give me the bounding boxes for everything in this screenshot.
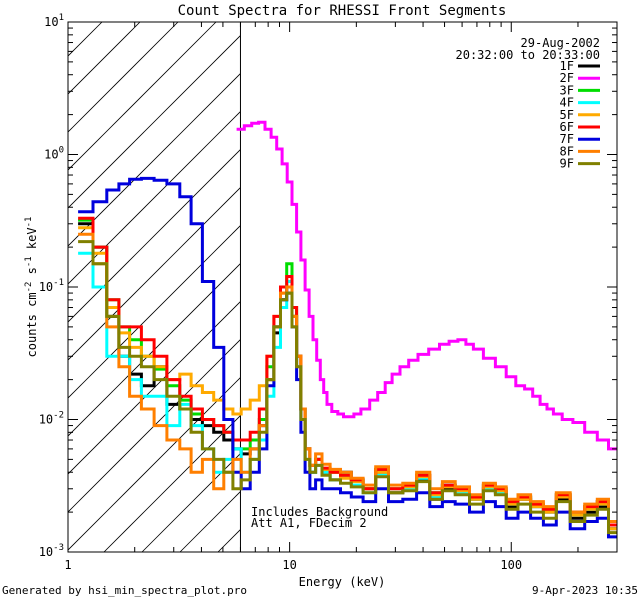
hatch-line xyxy=(68,262,241,437)
legend-label-2F: 2F xyxy=(560,71,574,85)
annotation-background: Includes Background xyxy=(251,505,388,519)
legend-label-4F: 4F xyxy=(560,96,574,110)
legend-label-7F: 7F xyxy=(560,132,574,146)
annotation-attenuator: Att A1, FDecim 2 xyxy=(251,516,367,530)
time-range-label: 20:32:00 to 20:33:00 xyxy=(456,48,601,62)
legend-label-8F: 8F xyxy=(560,144,574,158)
date-label: 29-Aug-2002 xyxy=(521,36,600,50)
series-line-8F xyxy=(78,232,617,523)
legend-label-3F: 3F xyxy=(560,83,574,97)
hatch-line xyxy=(68,376,241,551)
hatch-line xyxy=(68,22,217,171)
x-tick-label: 10 xyxy=(282,558,296,572)
hatch-line xyxy=(68,300,241,475)
y-tick-label: 100 xyxy=(44,146,64,162)
legend-label-5F: 5F xyxy=(560,108,574,122)
hatch-line xyxy=(68,72,241,247)
footer-generator: Generated by hsi_min_spectra_plot.pro xyxy=(2,584,247,597)
hatch-line xyxy=(68,224,241,399)
y-tick-label: 10-2 xyxy=(39,411,64,427)
hatch-line xyxy=(68,186,241,361)
series-line-9F xyxy=(78,240,617,535)
x-tick-label: 1 xyxy=(64,558,71,572)
x-tick-label: 100 xyxy=(500,558,522,572)
y-tick-label: 10-1 xyxy=(39,278,64,294)
hatch-line xyxy=(68,338,241,513)
hatch-line xyxy=(68,34,241,209)
x-axis-label: Energy (keV) xyxy=(299,575,386,589)
hatch-line xyxy=(68,22,179,133)
y-axis-label: counts cm-2 s-1 keV-1 xyxy=(24,217,39,358)
legend-label-9F: 9F xyxy=(560,157,574,171)
chart-title: Count Spectra for RHESSI Front Segments xyxy=(178,3,507,19)
footer-timestamp: 9-Apr-2023 10:35 xyxy=(532,584,638,597)
legend-label-1F: 1F xyxy=(560,59,574,73)
series-line-2F xyxy=(236,120,617,451)
y-tick-label: 101 xyxy=(44,13,64,29)
legend-label-6F: 6F xyxy=(560,120,574,134)
y-tick-label: 10-3 xyxy=(39,543,64,559)
hatch-line xyxy=(141,452,241,552)
series-line-7F xyxy=(78,176,617,539)
